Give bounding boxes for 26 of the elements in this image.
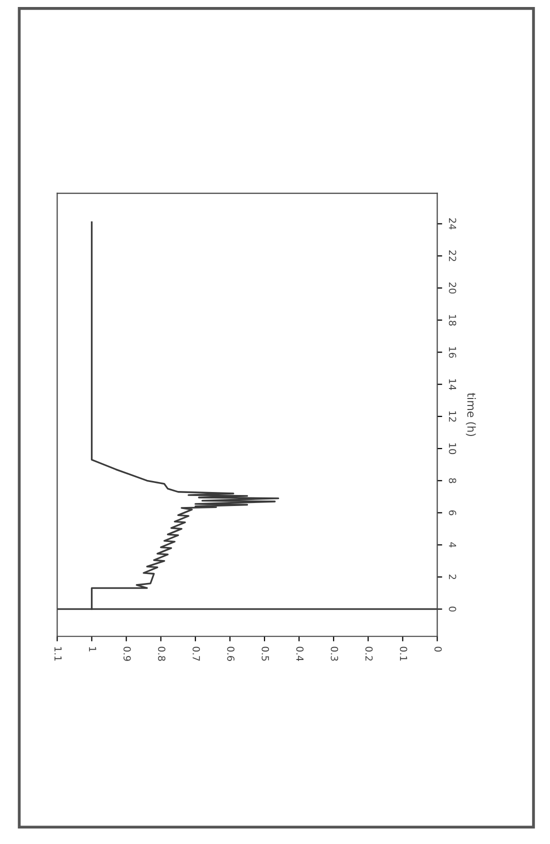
y-tick-label: 14 [448, 379, 456, 390]
y-axis-title: time (h) [466, 392, 476, 436]
y-tick-label: 16 [448, 347, 456, 358]
y-tick-label: 0 [448, 606, 456, 612]
y-tick-label: 22 [448, 250, 456, 262]
x-tick-label: 1.1 [54, 647, 62, 661]
y-tick-label: 4 [448, 542, 456, 548]
y-tick-label: 8 [448, 478, 456, 484]
y-tick-label: 10 [448, 443, 456, 454]
y-tick-label: 20 [448, 282, 456, 294]
y-tick-label: 24 [448, 218, 456, 230]
y-tick-label: 18 [448, 314, 456, 326]
x-tick-label: 0.8 [158, 646, 166, 661]
y-tick-label: 12 [448, 411, 456, 422]
x-tick-label: 1 [89, 647, 96, 652]
x-tick-label: 0.1 [400, 646, 408, 661]
x-tick-label: 0.9 [123, 646, 131, 661]
x-tick-label: 0.6 [227, 646, 234, 661]
x-tick-label: 0.4 [296, 646, 304, 662]
x-tick-label: 0.5 [262, 646, 270, 661]
x-tick-label: 0.3 [330, 646, 338, 661]
x-tick-label: 0.2 [365, 646, 373, 661]
y-tick-label: 6 [448, 510, 456, 516]
y-tick-label: 2 [448, 574, 456, 580]
x-tick-label: 0.7 [192, 646, 200, 661]
x-tick-label: 0 [434, 646, 442, 652]
